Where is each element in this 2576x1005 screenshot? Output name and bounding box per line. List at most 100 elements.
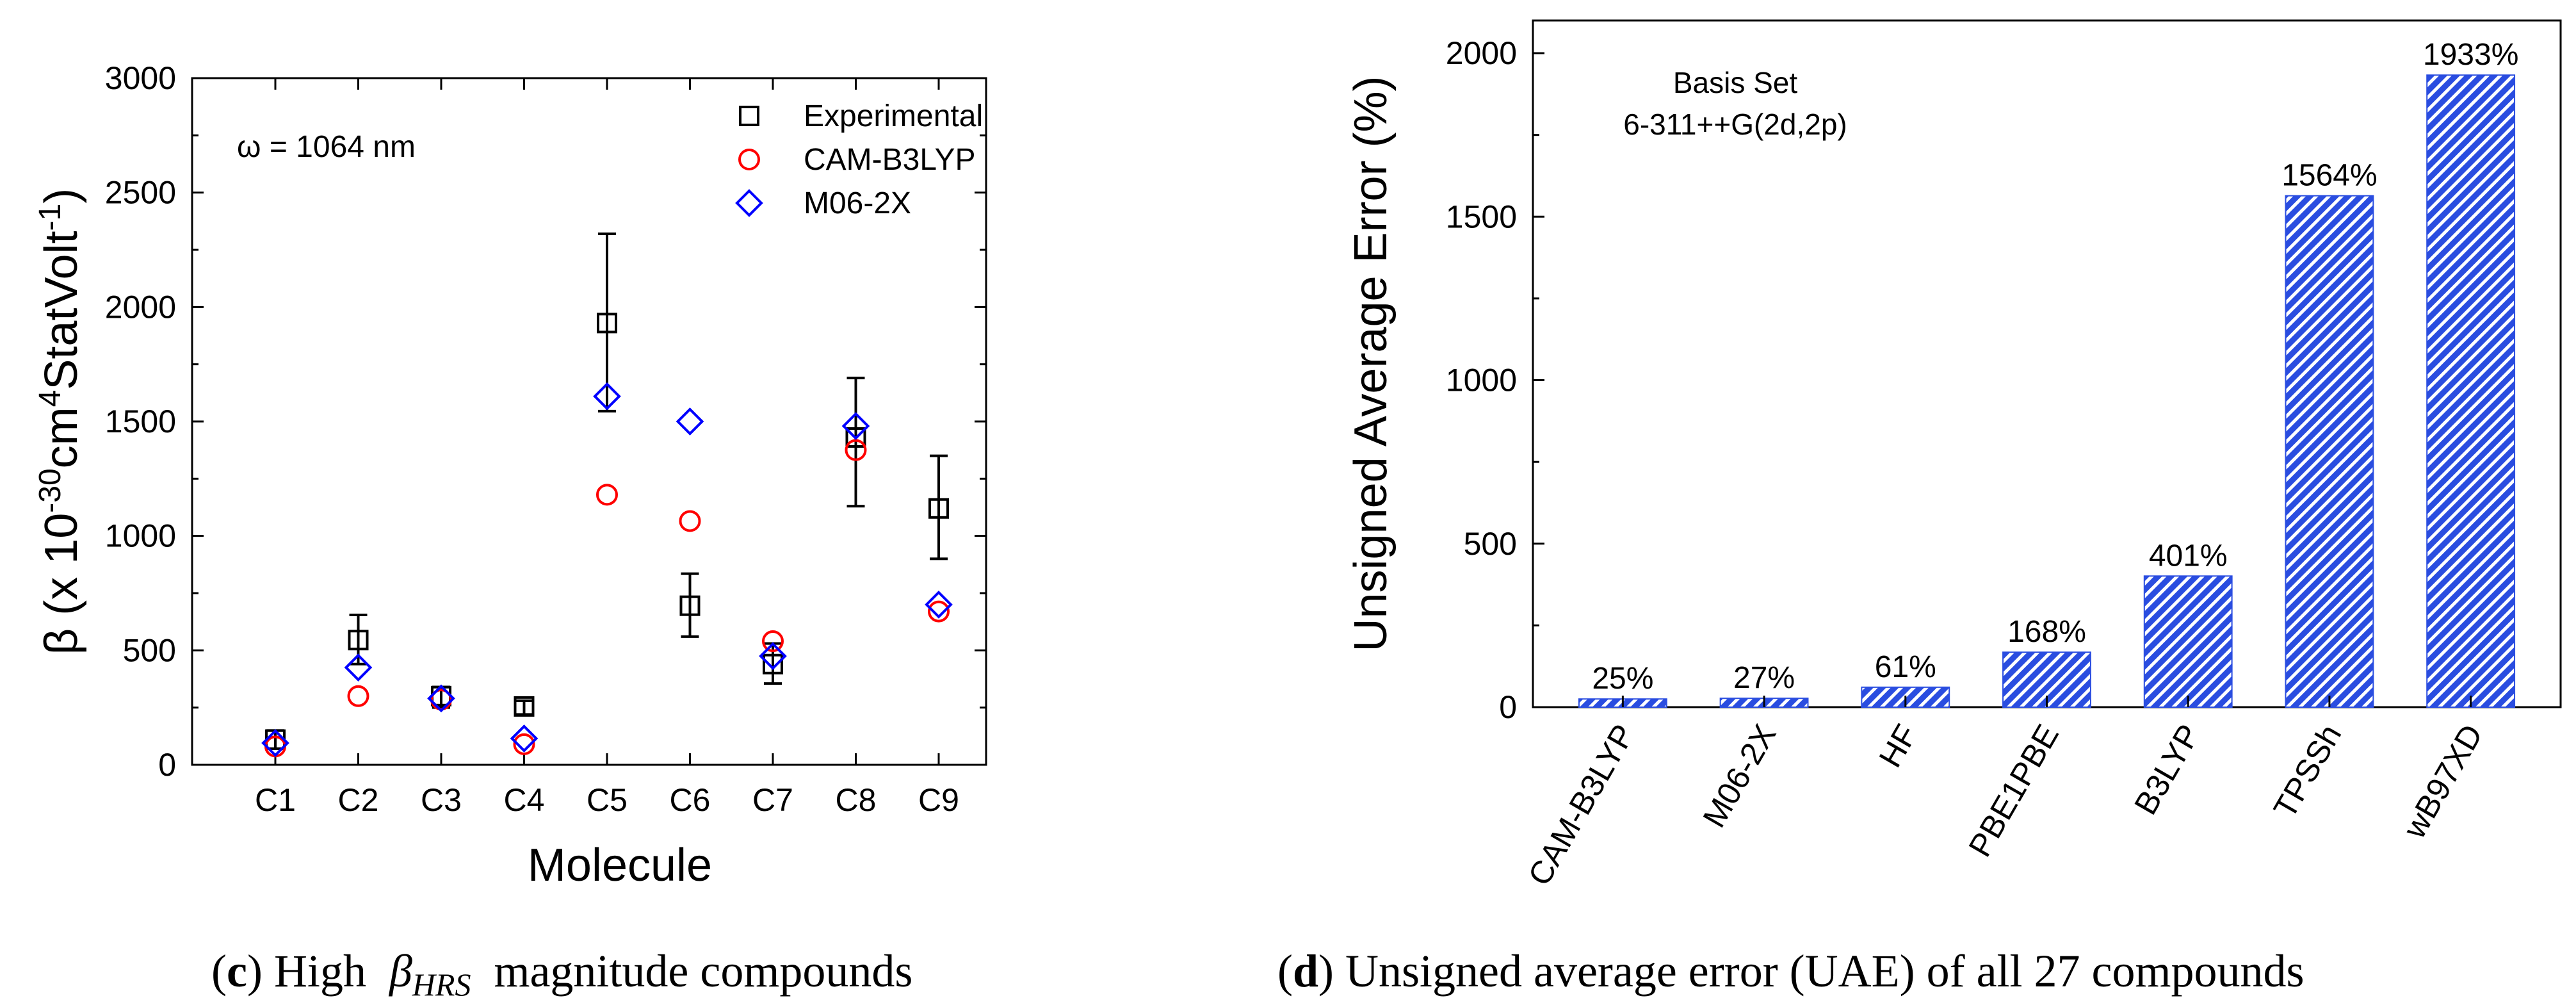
y-tick-label: 1500 <box>1446 199 1517 234</box>
scatter-x-axis: C1 C2 C3 C4 C5 C6 C7 C8 C9 <box>255 78 959 818</box>
basis-set-annotation-line2: 6-311++G(2d,2p) <box>1623 108 1847 141</box>
x-tick-label: C8 <box>836 782 877 818</box>
caption-d: (d) Unsigned average error (UAE) of all 2… <box>1277 945 2305 997</box>
cam-b3lyp-point <box>347 685 369 707</box>
bar-chart-panel: 0 500 1000 1500 2000 25% 27% 61% 168% 401% 1564% 1… <box>1277 19 2562 997</box>
caption-c-beta: β <box>388 945 412 997</box>
legend-experimental-marker <box>739 106 759 126</box>
bar-value-label: 1933% <box>2423 38 2518 72</box>
m06-2x-point <box>344 653 373 682</box>
legend-experimental-label: Experimental <box>804 99 983 133</box>
y-tick-label: 500 <box>1464 526 1517 562</box>
legend-cam-b3lyp-marker <box>738 149 760 170</box>
bars: 25% 27% 61% 168% 401% 1564% 1933% <box>1578 38 2518 708</box>
scatter-legend: Experimental CAM-B3LYP M06-2X <box>735 99 983 220</box>
caption-c: (c) High βHRS magnitude compounds <box>211 945 912 1002</box>
x-tick-label: PBE1PBE <box>1962 719 2066 863</box>
bar-x-axis: CAM-B3LYP M06-2X HF PBE1PBE B3LYP TPSSh wB97XD <box>1521 696 2490 892</box>
experimental-point <box>597 313 617 334</box>
bar-y-axis: 0 500 1000 1500 2000 <box>1446 35 1544 725</box>
cam-b3lyp-point <box>762 630 784 653</box>
m06-2x-point <box>925 591 953 619</box>
legend-m06-2x-marker <box>735 189 763 217</box>
y-label-part-statvolt: StatVolt <box>36 231 87 389</box>
experimental-point <box>845 427 866 448</box>
x-tick-label: CAM-B3LYP <box>1521 719 1642 892</box>
bar-value-label: 1564% <box>2281 159 2377 193</box>
y-tick-label: 2000 <box>1446 35 1517 71</box>
cam-b3lyp-point <box>513 733 535 755</box>
y-label-exponent-1: -30 <box>33 468 67 512</box>
legend-m06-2x-label: M06-2X <box>804 186 911 220</box>
experimental-error-bars <box>266 232 948 750</box>
x-tick-label: B3LYP <box>2127 719 2207 821</box>
y-tick-label: 1500 <box>105 404 176 439</box>
caption-c-text-2: magnitude compounds <box>494 945 912 997</box>
caption-c-label: c <box>227 945 247 997</box>
cam-b3lyp-point <box>596 484 618 506</box>
y-tick-label: 1000 <box>105 518 176 554</box>
caption-d-open: ( <box>1277 945 1293 997</box>
y-label-exponent-3: -1 <box>33 204 67 231</box>
caption-d-close: ) <box>1318 945 1334 997</box>
y-tick-label: 2000 <box>105 289 176 325</box>
experimental-point <box>514 696 535 717</box>
m06-2x-point <box>593 382 621 411</box>
bar-value-label: 168% <box>2007 615 2086 649</box>
bar-b3lyp <box>2143 575 2233 708</box>
wavelength-annotation: ω = 1064 nm <box>237 130 416 164</box>
m06-2x-point <box>427 684 455 713</box>
basis-set-annotation-line1: Basis Set <box>1673 66 1798 99</box>
y-label-part-cm: cm <box>36 407 87 468</box>
x-tick-label: M06-2X <box>1696 719 1783 834</box>
cam-b3lyp-point <box>928 600 950 623</box>
caption-c-close: ) <box>247 945 263 997</box>
y-tick-label: 1000 <box>1446 363 1517 398</box>
experimental-point <box>679 595 701 616</box>
y-tick-label: 0 <box>1499 689 1517 725</box>
scatter-x-label: Molecule <box>528 840 712 891</box>
y-tick-label: 500 <box>123 632 176 668</box>
caption-c-text-1: High <box>274 945 366 997</box>
experimental-point <box>763 653 783 674</box>
caption-d-label: d <box>1293 945 1318 997</box>
x-tick-label: C9 <box>918 782 959 818</box>
y-label-close-paren: ) <box>36 188 87 204</box>
m06-2x-point <box>676 407 704 436</box>
bar-value-label: 27% <box>1733 661 1795 695</box>
m06-2x-point <box>759 642 787 671</box>
m06-2x-point <box>261 729 289 757</box>
legend-cam-b3lyp-label: CAM-B3LYP <box>804 143 976 177</box>
y-label-part-beta: β (x 10 <box>36 513 87 655</box>
scatter-points <box>261 313 953 758</box>
caption-c-open: ( <box>211 945 227 997</box>
x-tick-label: TPSSh <box>2267 719 2349 824</box>
x-tick-label: C1 <box>255 782 296 818</box>
x-tick-label: C2 <box>338 782 379 818</box>
x-tick-label: HF <box>1872 719 1924 774</box>
scatter-y-axis: 0 500 1000 1500 2000 2500 3000 <box>105 60 986 783</box>
experimental-point <box>928 498 949 519</box>
m06-2x-point <box>510 724 539 753</box>
y-tick-label: 0 <box>158 747 176 783</box>
x-tick-label: C3 <box>421 782 462 818</box>
scatter-y-label: β (x 10-30cm4StatVolt-1) <box>33 188 87 655</box>
bar-value-label: 61% <box>1875 650 1936 684</box>
x-tick-label: C6 <box>670 782 711 818</box>
experimental-point <box>348 630 369 651</box>
caption-d-text: Unsigned average error (UAE) of all 27 c… <box>1345 945 2305 997</box>
bar-value-label: 25% <box>1592 662 1653 696</box>
bar-y-label: Unsigned Average Error (%) <box>1345 76 1397 651</box>
bar-tpssh <box>2285 195 2374 708</box>
bar-wb97xd <box>2426 74 2516 708</box>
x-tick-label: C5 <box>587 782 628 818</box>
scatter-plot-frame <box>191 77 987 766</box>
x-tick-label: C7 <box>752 782 793 818</box>
cam-b3lyp-point <box>679 510 701 532</box>
caption-c-subscript: HRS <box>412 967 471 1002</box>
m06-2x-point <box>841 412 870 440</box>
x-tick-label: C4 <box>504 782 545 818</box>
x-tick-label: wB97XD <box>2396 719 2490 845</box>
